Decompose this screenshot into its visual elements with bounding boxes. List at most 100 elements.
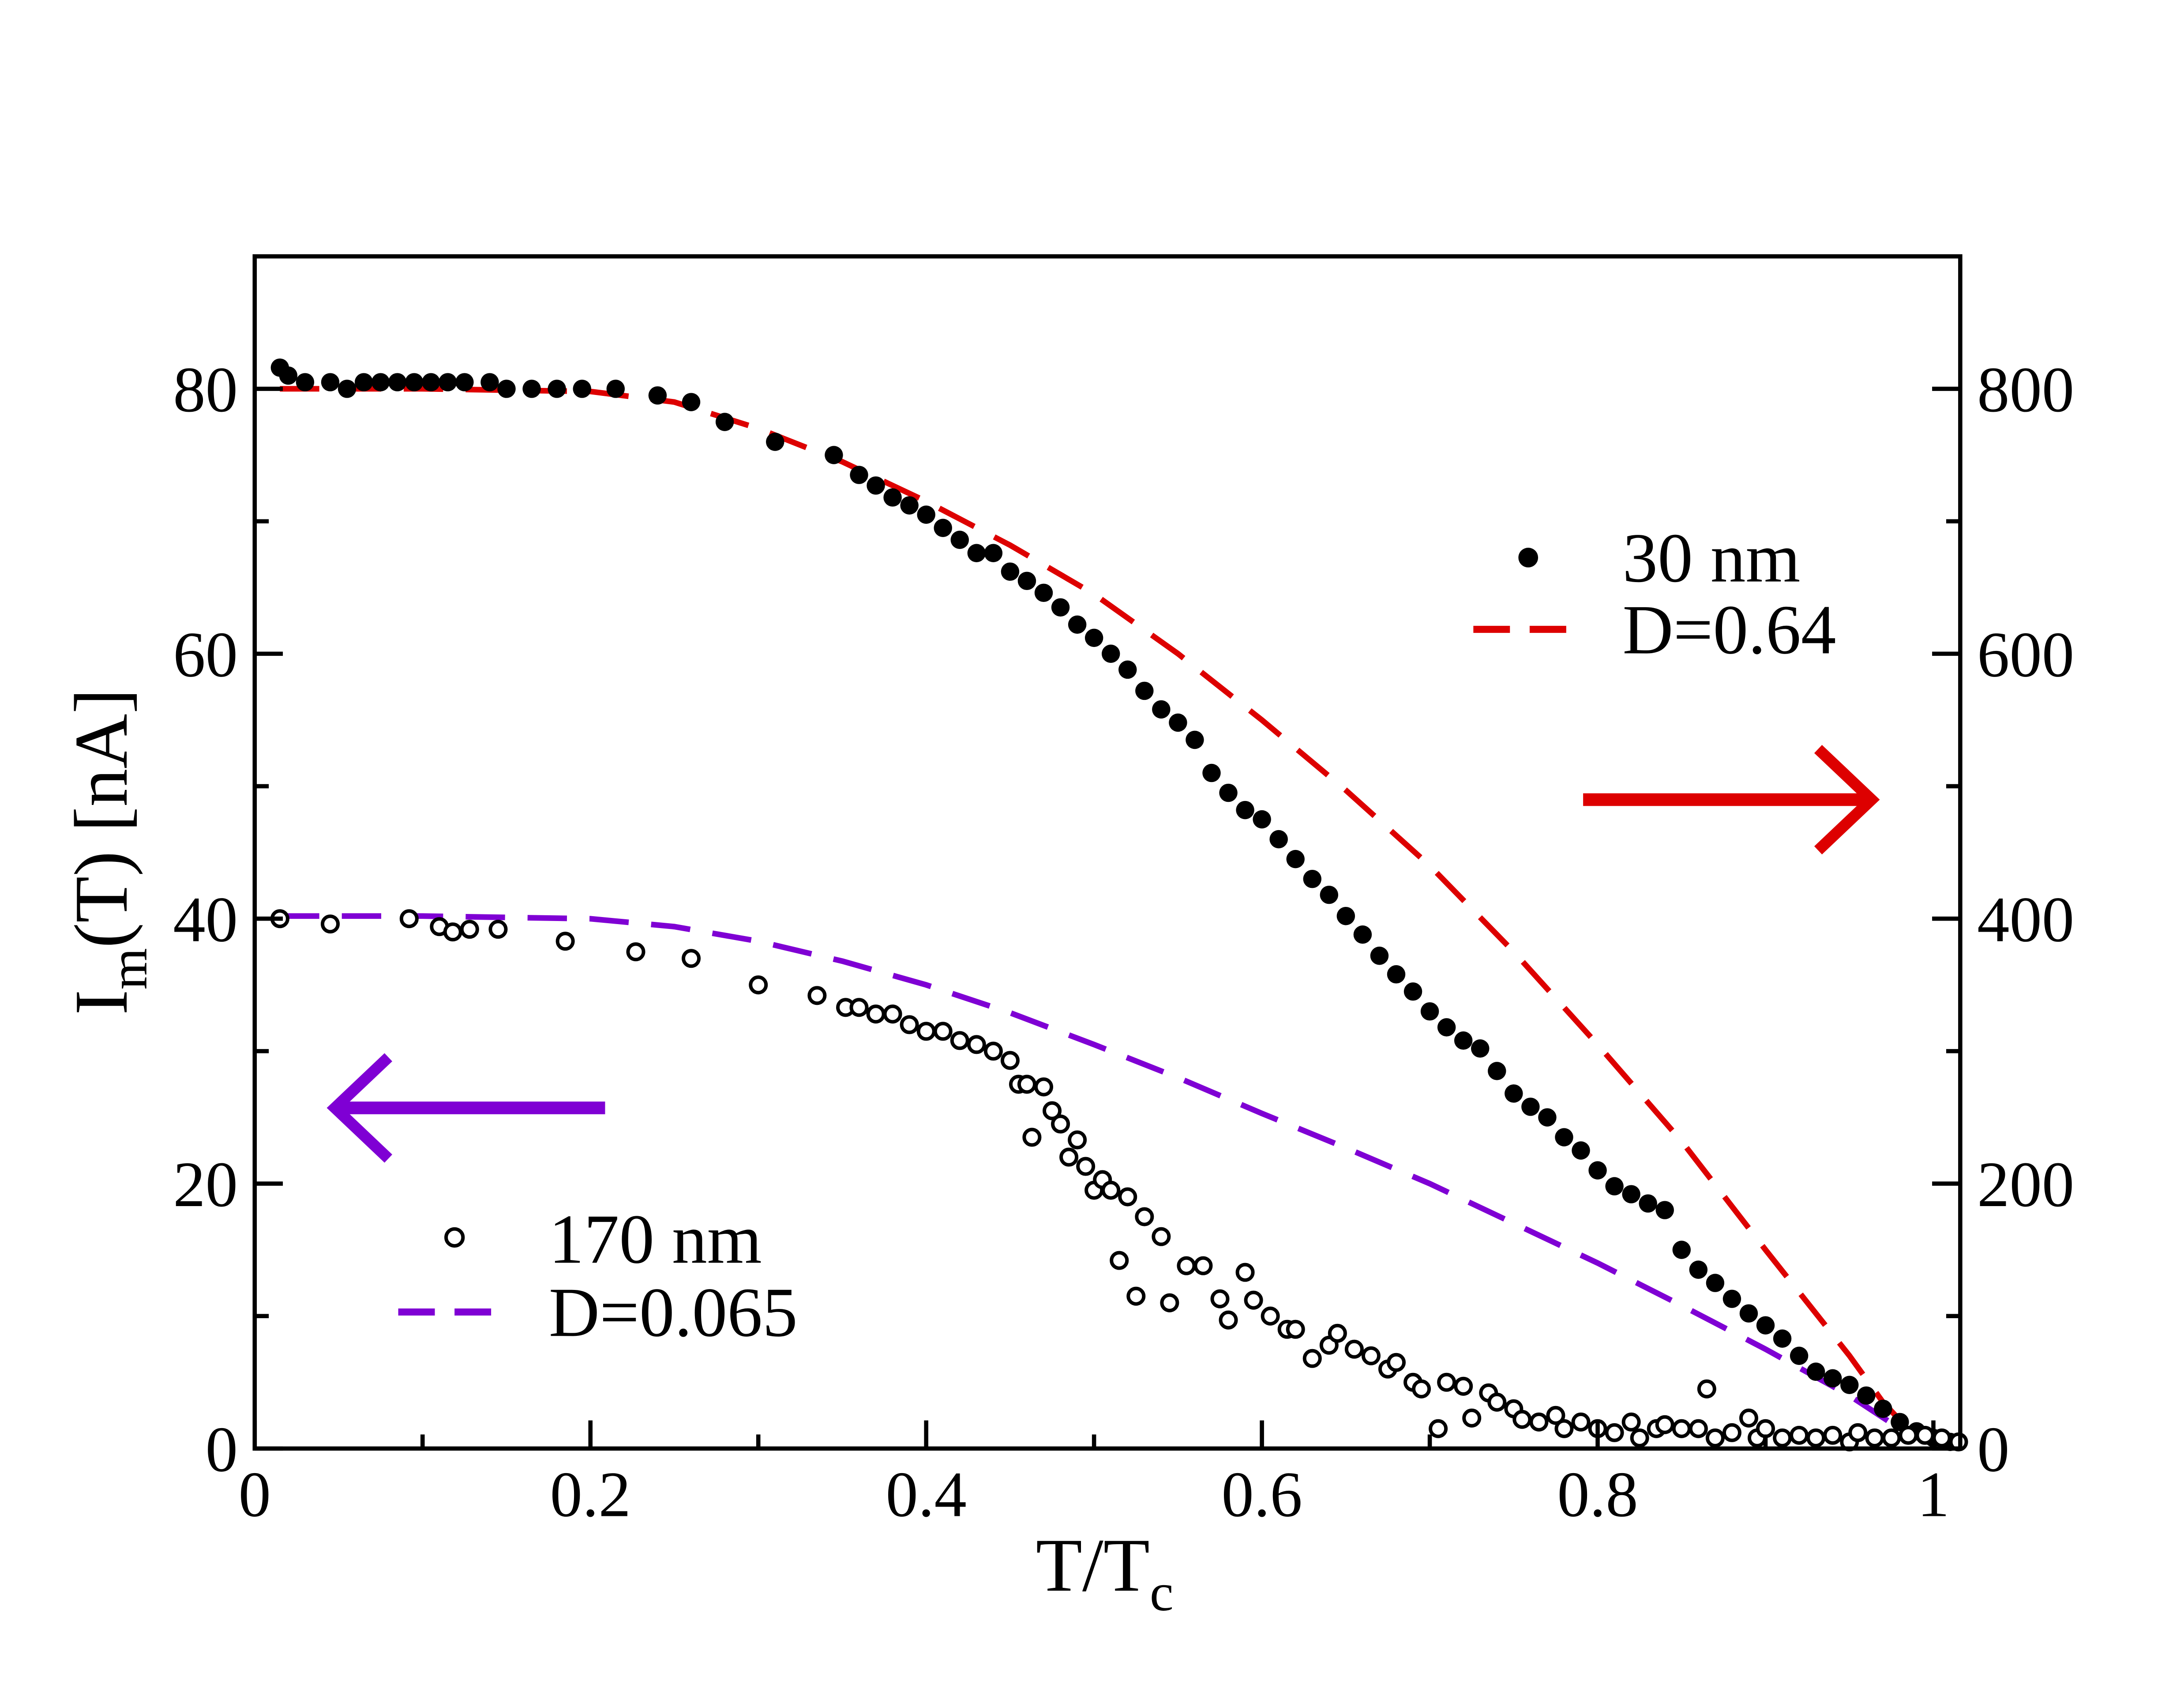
data-point: [1236, 801, 1254, 820]
fit-line-d-0-065: [280, 913, 1902, 1431]
data-point: [1555, 1128, 1573, 1147]
data-point: [1219, 783, 1238, 802]
legend-bottom-left: 170 nm D=0.065: [398, 1200, 798, 1351]
data-point: [320, 914, 340, 934]
data-point: [1739, 1408, 1759, 1428]
data-point: [1790, 1425, 1809, 1445]
data-point: [1806, 1428, 1826, 1447]
data-point: [648, 386, 667, 405]
y-right-tick-label: 0: [1977, 1413, 2009, 1485]
data-point: [296, 373, 315, 391]
y-left-tick-label: 40: [173, 883, 238, 955]
x-tick-label: 1: [1917, 1458, 1949, 1530]
data-point: [1571, 1412, 1591, 1432]
data-point: [1101, 644, 1120, 663]
data-point: [1303, 869, 1321, 888]
y-right-tick-label: 200: [1977, 1148, 2074, 1220]
data-point: [1336, 906, 1355, 925]
data-point: [1697, 1379, 1716, 1399]
data-point: [1001, 562, 1020, 581]
series-170-nm: [270, 909, 1968, 1451]
data-point: [439, 373, 457, 391]
y-axis-label: Im(T) [nA]: [60, 688, 158, 1015]
data-point: [900, 496, 919, 515]
data-point: [1152, 1227, 1171, 1246]
data-point: [934, 519, 952, 537]
data-point: [1823, 1425, 1843, 1445]
y-right-tick-label: 400: [1977, 883, 2074, 955]
data-point: [1353, 925, 1372, 944]
data-point: [681, 949, 701, 968]
data-point: [1370, 947, 1389, 965]
data-point: [1219, 1310, 1238, 1330]
data-point: [1429, 1419, 1448, 1438]
data-point: [1630, 1428, 1649, 1447]
data-point: [279, 366, 298, 385]
data-point: [1152, 700, 1171, 719]
data-point: [1269, 830, 1288, 849]
x-tick-label: 0.6: [1221, 1458, 1302, 1530]
plot-marks: [270, 358, 1968, 1451]
data-point: [1689, 1419, 1708, 1438]
data-point: [455, 373, 474, 391]
data-point: [1505, 1084, 1523, 1103]
data-point: [1034, 583, 1053, 602]
data-point: [1722, 1289, 1741, 1308]
data-point: [497, 380, 516, 398]
data-point: [1605, 1423, 1624, 1442]
data-point: [1042, 1101, 1062, 1120]
x-axis-label: T/Tc: [1036, 1523, 1174, 1622]
data-point: [1118, 1187, 1137, 1207]
data-point: [1689, 1260, 1708, 1279]
data-point: [1622, 1185, 1640, 1203]
data-point: [1773, 1329, 1792, 1348]
y-left-tick-label: 20: [173, 1148, 238, 1220]
data-point: [967, 1035, 986, 1054]
data-point: [1328, 1323, 1347, 1343]
data-point: [825, 446, 843, 464]
y-left-tick-label: 0: [206, 1413, 238, 1485]
data-point: [1857, 1386, 1876, 1405]
data-point: [1605, 1177, 1624, 1196]
data-point: [460, 920, 479, 939]
data-point: [950, 1031, 969, 1050]
data-point: [606, 380, 625, 398]
data-point: [1488, 1062, 1506, 1080]
data-point: [1790, 1346, 1809, 1365]
data-point: [1773, 1428, 1792, 1447]
x-tick-label: 0.2: [550, 1458, 631, 1530]
data-point: [883, 1004, 902, 1024]
x-tick-label: 0.8: [1557, 1458, 1638, 1530]
data-point: [1235, 1263, 1255, 1282]
data-point: [1672, 1241, 1691, 1259]
data-point: [1420, 1002, 1439, 1021]
legend-top-right: 30 nm D=0.64: [1473, 519, 1836, 669]
data-point: [548, 380, 566, 398]
y-left-tick-label: 80: [173, 353, 238, 425]
data-point: [1186, 730, 1204, 749]
data-point: [1722, 1423, 1741, 1442]
data-point: [900, 1015, 919, 1034]
data-point: [1546, 1406, 1565, 1425]
data-point: [1874, 1399, 1892, 1418]
data-point: [480, 373, 499, 391]
data-point: [321, 373, 340, 391]
left-axis-arrow-icon: [326, 1053, 605, 1163]
data-point: [1538, 1108, 1557, 1127]
data-point: [1572, 1141, 1590, 1160]
data-point: [1261, 1306, 1280, 1326]
data-point: [1286, 850, 1305, 868]
data-point: [1823, 1369, 1842, 1388]
data-point: [1412, 1379, 1431, 1399]
data-point: [1202, 763, 1221, 782]
data-point: [1017, 1075, 1036, 1094]
data-point: [967, 544, 986, 563]
data-point: [1386, 1353, 1406, 1372]
data-point: [1177, 1256, 1196, 1275]
data-point: [933, 1022, 953, 1041]
data-point: [1655, 1201, 1674, 1219]
data-point: [1160, 1293, 1179, 1312]
data-point: [850, 466, 868, 484]
data-point: [715, 413, 734, 431]
